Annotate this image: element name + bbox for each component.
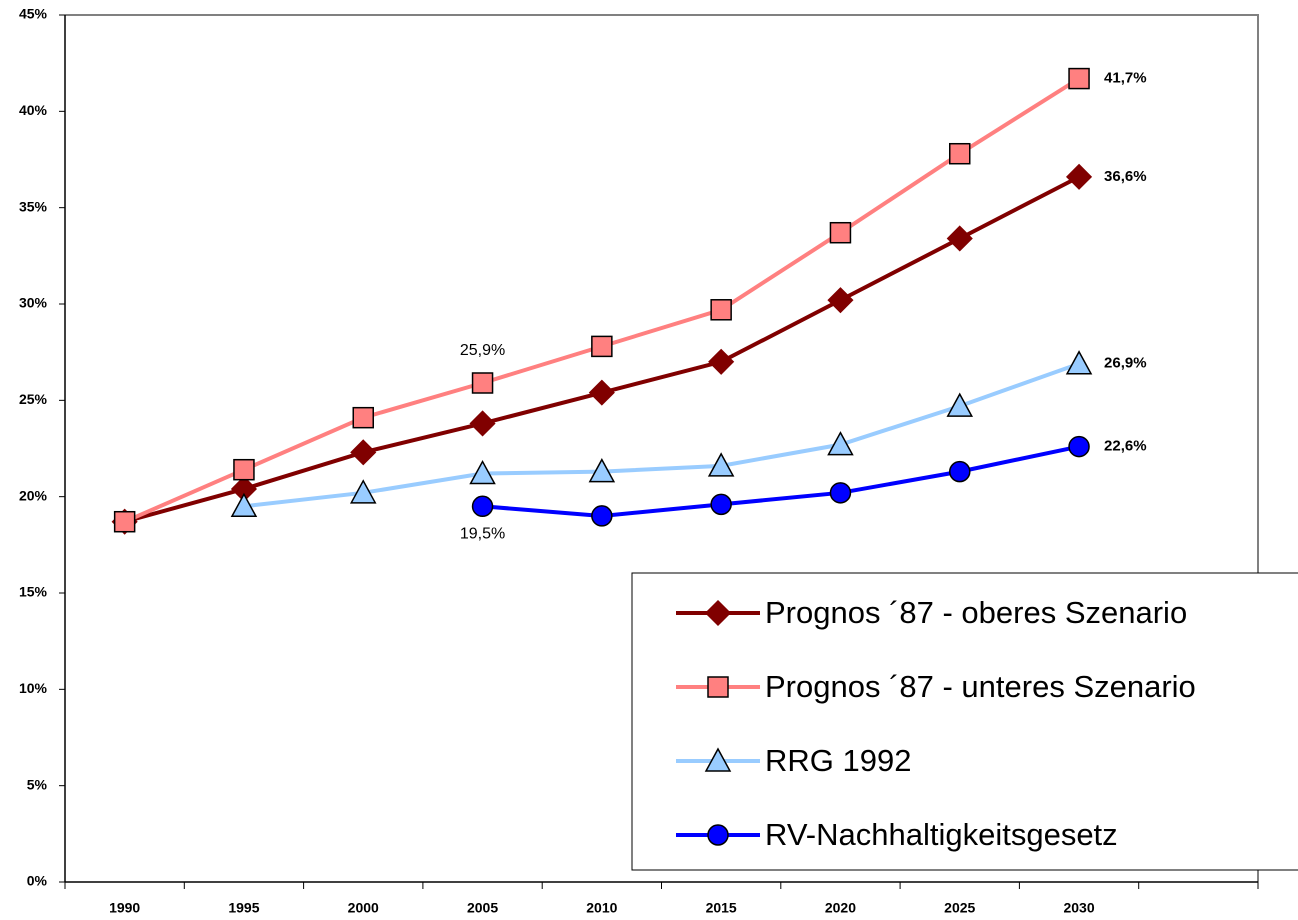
marker <box>588 379 615 406</box>
y-tick-label: 0% <box>27 873 48 889</box>
marker <box>827 431 854 456</box>
marker <box>471 495 494 518</box>
marker <box>469 459 496 485</box>
marker <box>591 505 613 527</box>
value-label: 36,6% <box>1104 168 1147 185</box>
y-tick-label: 45% <box>19 6 48 22</box>
x-tick-label: 2015 <box>706 900 737 916</box>
marker <box>588 458 616 483</box>
marker <box>707 676 729 698</box>
y-tick-label: 30% <box>19 295 48 311</box>
y-tick-label: 5% <box>27 776 48 792</box>
y-tick-label: 20% <box>19 487 48 503</box>
x-tick-label: 2005 <box>467 900 498 916</box>
marker <box>350 439 377 466</box>
marker <box>349 479 377 504</box>
y-tick-label: 25% <box>19 391 48 407</box>
x-tick-label: 1990 <box>109 900 140 916</box>
marker <box>471 372 494 394</box>
marker <box>946 225 973 252</box>
x-tick-label: 2020 <box>825 900 856 916</box>
marker <box>704 747 732 772</box>
legend-label: RV-Nachhaltigkeitsgesetz <box>765 817 1118 852</box>
marker <box>707 824 729 846</box>
x-tick-label: 2000 <box>348 900 379 916</box>
value-label: 25,9% <box>460 342 505 359</box>
x-tick-label: 2030 <box>1063 900 1094 916</box>
marker <box>1065 350 1093 375</box>
x-tick-label: 2010 <box>586 900 617 916</box>
y-tick-label: 15% <box>19 584 48 600</box>
marker <box>949 142 971 165</box>
marker <box>233 458 255 481</box>
legend-box <box>631 572 1298 871</box>
series-line <box>482 444 1080 518</box>
legend-label: Prognos ´87 - unteres Szenario <box>765 669 1196 704</box>
series-line <box>123 76 1081 524</box>
value-label: 22,6% <box>1104 438 1147 455</box>
marker <box>710 299 732 321</box>
marker <box>469 410 496 437</box>
value-label: 19,5% <box>460 526 505 543</box>
value-label: 26,9% <box>1104 355 1147 372</box>
legend-label: Prognos ´87 - oberes Szenario <box>765 595 1187 630</box>
marker <box>113 510 136 533</box>
marker <box>829 482 852 504</box>
marker <box>827 287 854 314</box>
x-tick-label: 1995 <box>228 900 259 916</box>
marker <box>949 460 971 483</box>
marker <box>707 452 735 477</box>
marker <box>1068 67 1090 90</box>
marker <box>230 492 258 518</box>
marker <box>708 348 735 375</box>
legend-label: RRG 1992 <box>765 743 911 778</box>
x-tick-label: 2025 <box>944 900 975 916</box>
marker <box>1068 435 1090 458</box>
marker <box>352 406 374 429</box>
marker <box>1065 163 1093 190</box>
legend: Prognos ´87 - oberes Szenario Prognos ´87… <box>631 572 1298 871</box>
series-line <box>243 361 1080 509</box>
marker <box>710 493 732 516</box>
value-label: 41,7% <box>1104 70 1147 87</box>
y-tick-label: 10% <box>19 680 48 696</box>
marker <box>829 221 852 244</box>
marker <box>591 335 613 358</box>
y-tick-label: 40% <box>19 102 48 118</box>
marker <box>946 392 974 417</box>
y-tick-label: 35% <box>19 198 48 214</box>
marker <box>704 599 732 627</box>
